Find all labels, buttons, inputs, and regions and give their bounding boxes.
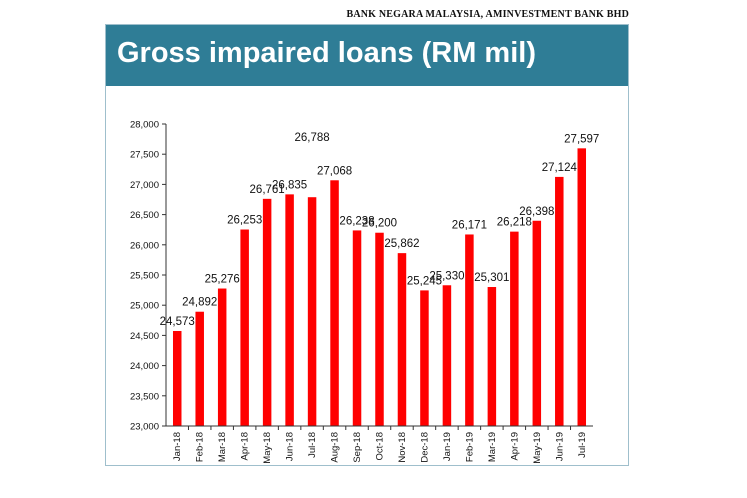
data-label: 26,835 (272, 179, 307, 191)
y-tick-label: 24,000 (130, 361, 159, 372)
y-tick-label: 25,000 (130, 301, 159, 312)
data-label: 26,171 (452, 219, 487, 231)
bar (285, 194, 294, 426)
x-tick-label: Jul-18 (307, 432, 318, 458)
x-tick-label: May-19 (532, 432, 543, 464)
bar (262, 198, 272, 426)
x-tick-label: Mar-19 (487, 432, 498, 462)
y-tick-label: 26,000 (130, 240, 159, 251)
bar (510, 231, 519, 426)
bar (420, 290, 429, 426)
chart-frame: Gross impaired loans (RM mil) (105, 24, 629, 466)
y-tick-label: 25,500 (130, 271, 159, 282)
bar (240, 229, 249, 426)
x-tick-label: Sep-18 (352, 432, 363, 463)
bar (465, 234, 474, 426)
x-tick-label: Dec-18 (419, 432, 430, 463)
data-label: 27,597 (564, 133, 599, 145)
bar (195, 311, 204, 426)
data-label: 26,398 (519, 206, 554, 218)
chart-title: Gross impaired loans (RM mil) (117, 37, 536, 69)
x-tick-label: Jun-19 (554, 432, 565, 461)
data-label: 25,301 (474, 272, 509, 284)
data-label: 26,238 (339, 215, 374, 227)
bar (532, 220, 542, 426)
data-label: 26,788 (294, 132, 329, 144)
data-label: 26,761 (250, 184, 285, 196)
data-label: 26,253 (227, 215, 262, 227)
x-tick-label: Apr-18 (240, 432, 251, 461)
bar (352, 230, 362, 426)
x-tick-label: Oct-18 (375, 432, 386, 461)
x-tick-label: Feb-19 (464, 432, 475, 462)
x-tick-label: Nov-18 (397, 432, 408, 463)
data-label: 25,245 (407, 275, 442, 287)
bar (307, 197, 317, 426)
data-label: 26,218 (497, 217, 532, 229)
x-tick-label: Jun-18 (285, 432, 296, 461)
data-label: 24,573 (160, 316, 195, 328)
y-tick-label: 23,500 (130, 391, 159, 402)
y-axis: 23,000 23,500 24,000 24,500 25,000 25,500 26,0… (130, 120, 167, 433)
bar (397, 253, 407, 426)
x-tick-label: Jan-19 (442, 432, 453, 461)
title-bar: Gross impaired loans (RM mil) (106, 25, 628, 86)
source-credit: BANK NEGARA MALAYSIA, AMINVESTMENT BANK … (346, 9, 629, 20)
bar (555, 176, 564, 426)
bars (172, 148, 587, 427)
y-tick-label: 23,000 (130, 422, 159, 433)
data-label: 25,862 (384, 238, 419, 250)
data-label: 27,068 (317, 165, 352, 177)
x-axis: Jan-18 Feb-18 Mar-18 Apr-18 May-18 Jun-18 Jul-… (166, 425, 593, 464)
bar (172, 330, 182, 426)
bar (217, 288, 227, 426)
bar (375, 232, 384, 426)
data-label: 24,892 (182, 297, 217, 309)
data-label: 26,200 (362, 218, 397, 230)
data-label: 25,330 (429, 270, 464, 282)
x-tick-label: Apr-19 (509, 432, 520, 461)
x-tick-label: Jul-19 (577, 432, 588, 458)
x-tick-label: Feb-18 (195, 432, 206, 462)
bar (487, 287, 497, 426)
x-tick-label: May-18 (262, 432, 273, 464)
x-tick-label: Aug-18 (330, 432, 341, 463)
bar (330, 180, 339, 426)
data-label: 25,276 (205, 274, 240, 286)
y-tick-label: 27,500 (130, 150, 159, 161)
y-tick-label: 24,500 (130, 331, 159, 342)
bar (577, 148, 587, 427)
y-tick-label: 27,000 (130, 180, 159, 191)
bar (442, 285, 452, 426)
y-tick-label: 28,000 (130, 120, 159, 131)
y-tick-label: 26,500 (130, 210, 159, 221)
x-tick-label: Mar-18 (217, 432, 228, 462)
x-tick-label: Jan-18 (172, 432, 183, 461)
data-label: 27,124 (542, 162, 578, 174)
